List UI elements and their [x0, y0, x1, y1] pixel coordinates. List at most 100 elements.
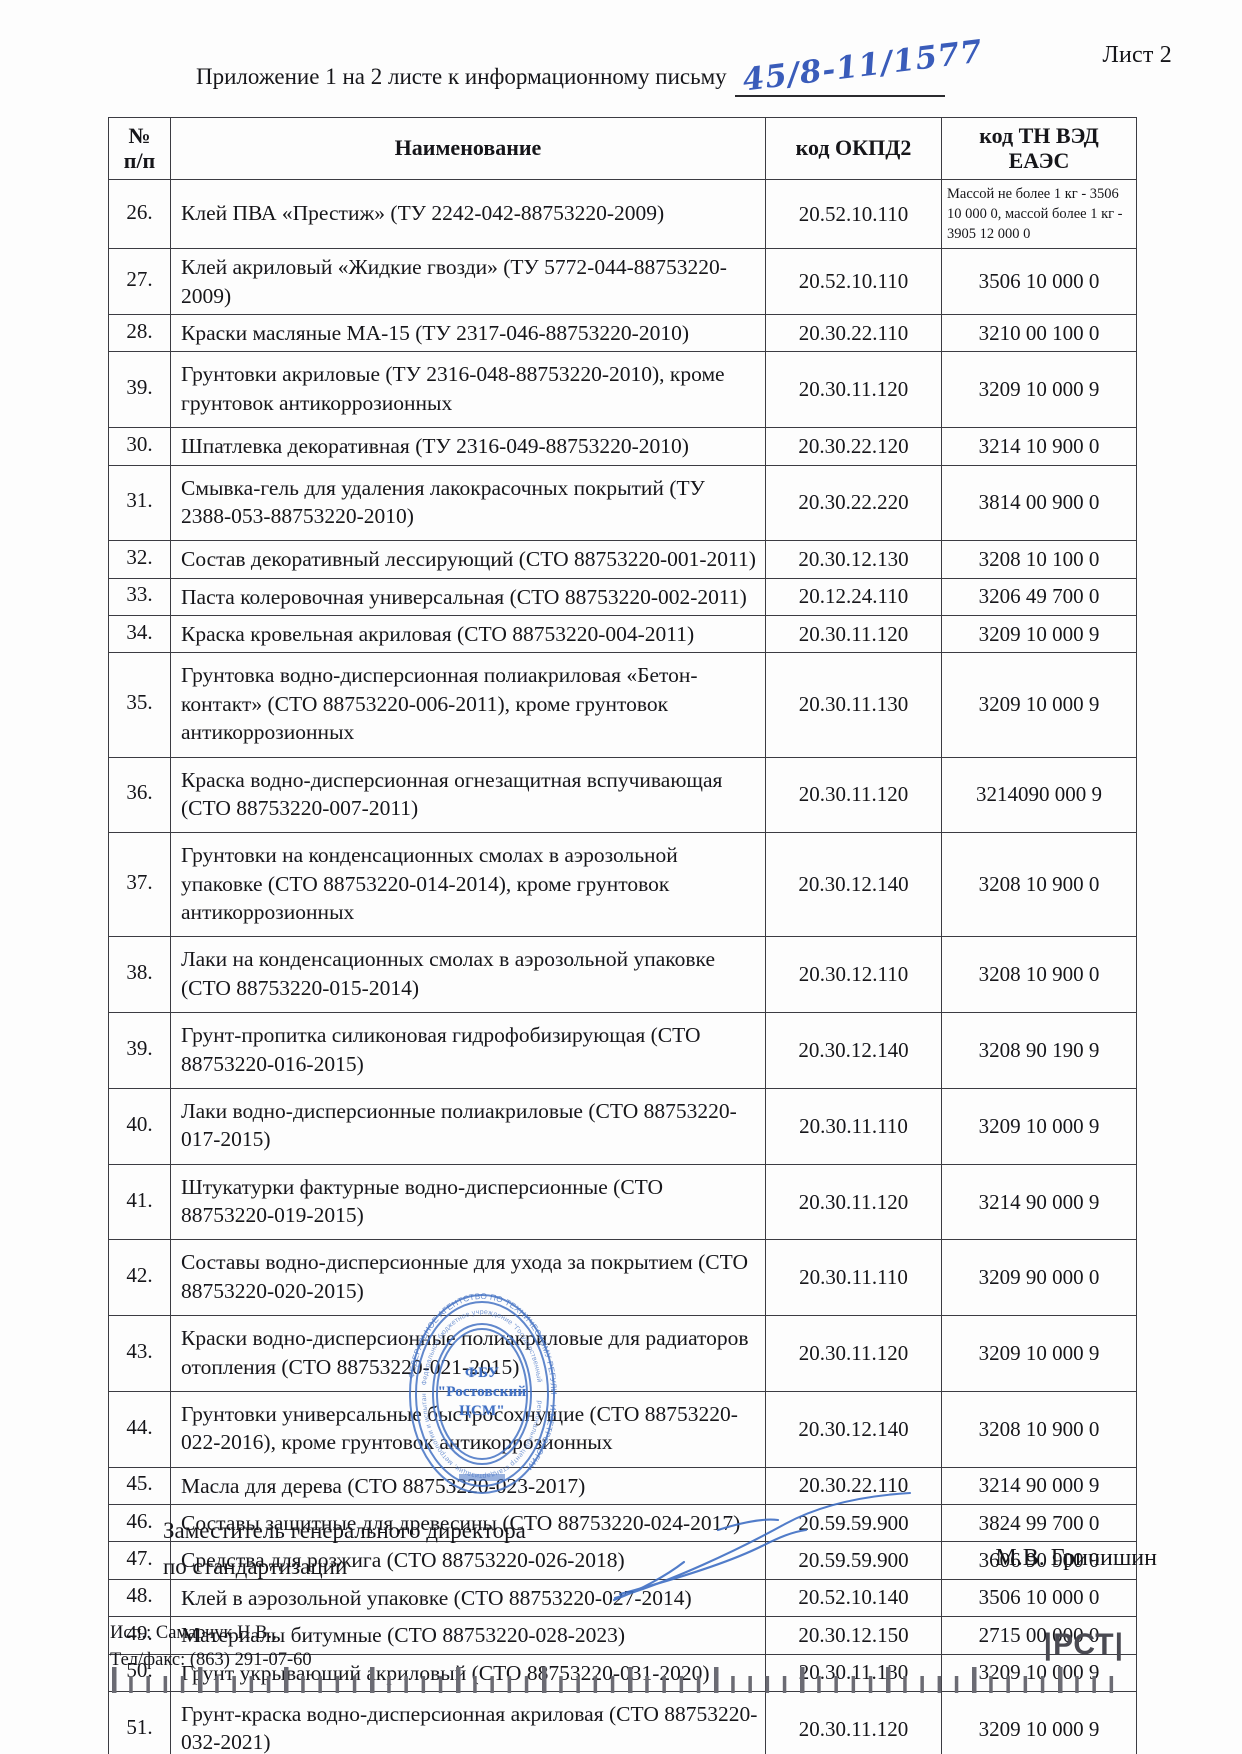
table-row: 34. Краска кровельная акриловая (СТО 8875…	[108, 614, 1137, 654]
table-row: 42. Составы водно-дисперсионные для ухода…	[108, 1239, 1137, 1317]
cell-number: 45.	[108, 1466, 171, 1506]
cell-okpd2-code: 20.30.11.120	[765, 1315, 942, 1392]
cell-number: 49.	[108, 1616, 171, 1655]
cell-okpd2-code: 20.59.59.900	[765, 1503, 942, 1543]
cell-number: 31.	[108, 464, 171, 542]
cell-number: 37.	[108, 832, 171, 938]
cell-tnved-code: 3208 10 900 0	[941, 832, 1137, 938]
cell-product-name: Краска кровельная акриловая (СТО 8875322…	[170, 614, 766, 654]
ruler-strip	[112, 1667, 1114, 1693]
cell-tnved-code: 3214 90 000 9	[941, 1163, 1137, 1241]
cell-product-name: Грунт-краска водно-дисперсионная акрилов…	[170, 1690, 766, 1754]
sheet-label: Лист 2	[1102, 42, 1172, 68]
specification-table-wrapper: № п/п Наименование код ОКПД2 код ТН ВЭД …	[108, 116, 1137, 1754]
table-row: 45. Масла для дерева (СТО 88753220-023-20…	[108, 1466, 1137, 1506]
cell-number: 42.	[108, 1239, 171, 1317]
cell-product-name: Клей в аэрозольной упаковке (СТО 8875322…	[170, 1578, 766, 1618]
column-header-tnved: код ТН ВЭД ЕАЭС	[941, 116, 1137, 181]
cell-tnved-code: 3210 00 100 0	[941, 313, 1137, 353]
cell-okpd2-code: 20.30.11.120	[765, 1163, 942, 1241]
cell-okpd2-code: 20.52.10.110	[765, 248, 942, 315]
cell-number: 34.	[108, 614, 171, 654]
table-row: 36. Краска водно-дисперсионная огнезащитн…	[108, 756, 1137, 834]
cell-number: 39.	[108, 351, 171, 429]
table-row: 35. Грунтовка водно-дисперсионная полиакр…	[108, 652, 1137, 758]
cell-okpd2-code: 20.30.22.110	[765, 1466, 942, 1506]
signatory-name: М.В. Гричишин	[995, 1545, 1157, 1571]
cell-product-name: Грунтовки на конденсационных смолах в аэ…	[170, 832, 766, 938]
cell-tnved-code: 3208 10 900 0	[941, 936, 1137, 1014]
table-row: 48. Клей в аэрозольной упаковке (СТО 8875…	[108, 1578, 1137, 1618]
table-row: 28. Краски масляные МА-15 (ТУ 2317-046-88…	[108, 313, 1137, 353]
cell-number: 48.	[108, 1578, 171, 1618]
executor-name: Исп.: Самарчук Н.В.,	[110, 1623, 277, 1643]
cell-number: 33.	[108, 577, 171, 617]
cell-product-name: Штукатурки фактурные водно-дисперсионные…	[170, 1163, 766, 1241]
appendix-underline	[735, 95, 945, 97]
cell-okpd2-code: 20.30.12.130	[765, 540, 942, 579]
cell-product-name: Смывка-гель для удаления лакокрасочных п…	[170, 464, 766, 542]
table-row: 37. Грунтовки на конденсационных смолах в…	[108, 832, 1137, 938]
cell-tnved-code: 3206 49 700 0	[941, 577, 1137, 617]
cell-product-name: Краска водно-дисперсионная огнезащитная …	[170, 756, 766, 834]
cell-number: 30.	[108, 427, 171, 466]
cell-product-name: Шпатлевка декоративная (ТУ 2316-049-8875…	[170, 427, 766, 466]
cell-product-name: Клей акриловый «Жидкие гвозди» (ТУ 5772-…	[170, 248, 766, 315]
cell-product-name: Составы водно-дисперсионные для ухода за…	[170, 1239, 766, 1317]
cell-number: 28.	[108, 313, 171, 353]
table-row: 40. Лаки водно-дисперсионные полиакриловы…	[108, 1087, 1137, 1165]
cell-number: 27.	[108, 248, 171, 315]
cell-tnved-code: 3209 10 000 9	[941, 351, 1137, 429]
table-row: 39. Грунт-пропитка силиконовая гидрофобиз…	[108, 1012, 1137, 1089]
cell-tnved-code: 3209 10 000 9	[941, 614, 1137, 654]
cell-okpd2-code: 20.30.11.130	[765, 652, 942, 758]
signatory-title: Заместитель генерального директора по ст…	[163, 1513, 526, 1584]
table-row: 41. Штукатурки фактурные водно-дисперсион…	[108, 1163, 1137, 1241]
cell-tnved-code: 3606 90 900 0	[941, 1541, 1137, 1580]
cell-product-name: Грунт-пропитка силиконовая гидрофобизиру…	[170, 1012, 766, 1089]
executor-phone: Тел/факс: (863) 291-07-60	[110, 1649, 312, 1670]
cell-tnved-code: 3214 90 000 9	[941, 1466, 1137, 1506]
cell-tnved-code: 3506 10 000 0	[941, 1578, 1137, 1618]
cell-okpd2-code: 20.30.22.220	[765, 464, 942, 542]
cell-tnved-code: 2715 00 000 0	[941, 1616, 1137, 1655]
cell-tnved-code: 3208 10 100 0	[941, 540, 1137, 579]
cell-product-name: Лаки на конденсационных смолах в аэрозол…	[170, 936, 766, 1014]
cell-product-name: Состав декоративный лессирующий (СТО 887…	[170, 540, 766, 579]
rst-mark-label: РСТ	[1053, 1628, 1115, 1661]
column-header-number-line1: №	[128, 123, 151, 148]
column-header-tnved-line2: ЕАЭС	[1008, 147, 1070, 173]
rst-mark: |РСТ|	[1044, 1628, 1124, 1662]
appendix-line: Приложение 1 на 2 листе к информационном…	[196, 64, 727, 89]
column-header-name: Наименование	[170, 116, 766, 181]
cell-product-name: Краски масляные МА-15 (ТУ 2317-046-88753…	[170, 313, 766, 353]
cell-okpd2-code: 20.30.22.110	[765, 313, 942, 353]
cell-number: 26.	[108, 179, 171, 250]
column-header-number-line2: п/п	[123, 147, 156, 173]
cell-okpd2-code: 20.59.59.900	[765, 1541, 942, 1580]
table-row: 39. Грунтовки акриловые (ТУ 2316-048-8875…	[108, 351, 1137, 429]
cell-tnved-code: 3506 10 000 0	[941, 248, 1137, 315]
table-row: 32. Состав декоративный лессирующий (СТО …	[108, 540, 1137, 579]
cell-number: 39.	[108, 1012, 171, 1089]
cell-tnved-code: 3214090 000 9	[941, 756, 1137, 834]
cell-number: 44.	[108, 1390, 171, 1468]
cell-okpd2-code: 20.30.12.140	[765, 1012, 942, 1089]
signatory-title-line1: Заместитель генерального директора	[163, 1518, 526, 1543]
cell-number: 47.	[108, 1541, 171, 1580]
cell-okpd2-code: 20.30.12.110	[765, 936, 942, 1014]
table-row: 49. Материалы битумные (СТО 88753220-028-…	[108, 1616, 1137, 1655]
cell-product-name: Масла для дерева (СТО 88753220-023-2017)	[170, 1466, 766, 1506]
cell-okpd2-code: 20.30.11.120	[765, 351, 942, 429]
column-header-number: № п/п	[108, 116, 171, 181]
cell-tnved-code: 3209 10 000 9	[941, 1087, 1137, 1165]
table-row: 33. Паста колеровочная универсальная (СТО…	[108, 577, 1137, 617]
cell-number: 36.	[108, 756, 171, 834]
cell-product-name: Клей ПВА «Престиж» (ТУ 2242-042-88753220…	[170, 179, 766, 250]
table-row: 26. Клей ПВА «Престиж» (ТУ 2242-042-88753…	[108, 179, 1137, 250]
table-row: 51. Грунт-краска водно-дисперсионная акри…	[108, 1690, 1137, 1754]
cell-tnved-code: 3208 90 190 9	[941, 1012, 1137, 1089]
cell-product-name: Краски водно-дисперсионные полиакриловые…	[170, 1315, 766, 1392]
table-row: 44. Грунтовки универсальные быстросохнущи…	[108, 1390, 1137, 1468]
